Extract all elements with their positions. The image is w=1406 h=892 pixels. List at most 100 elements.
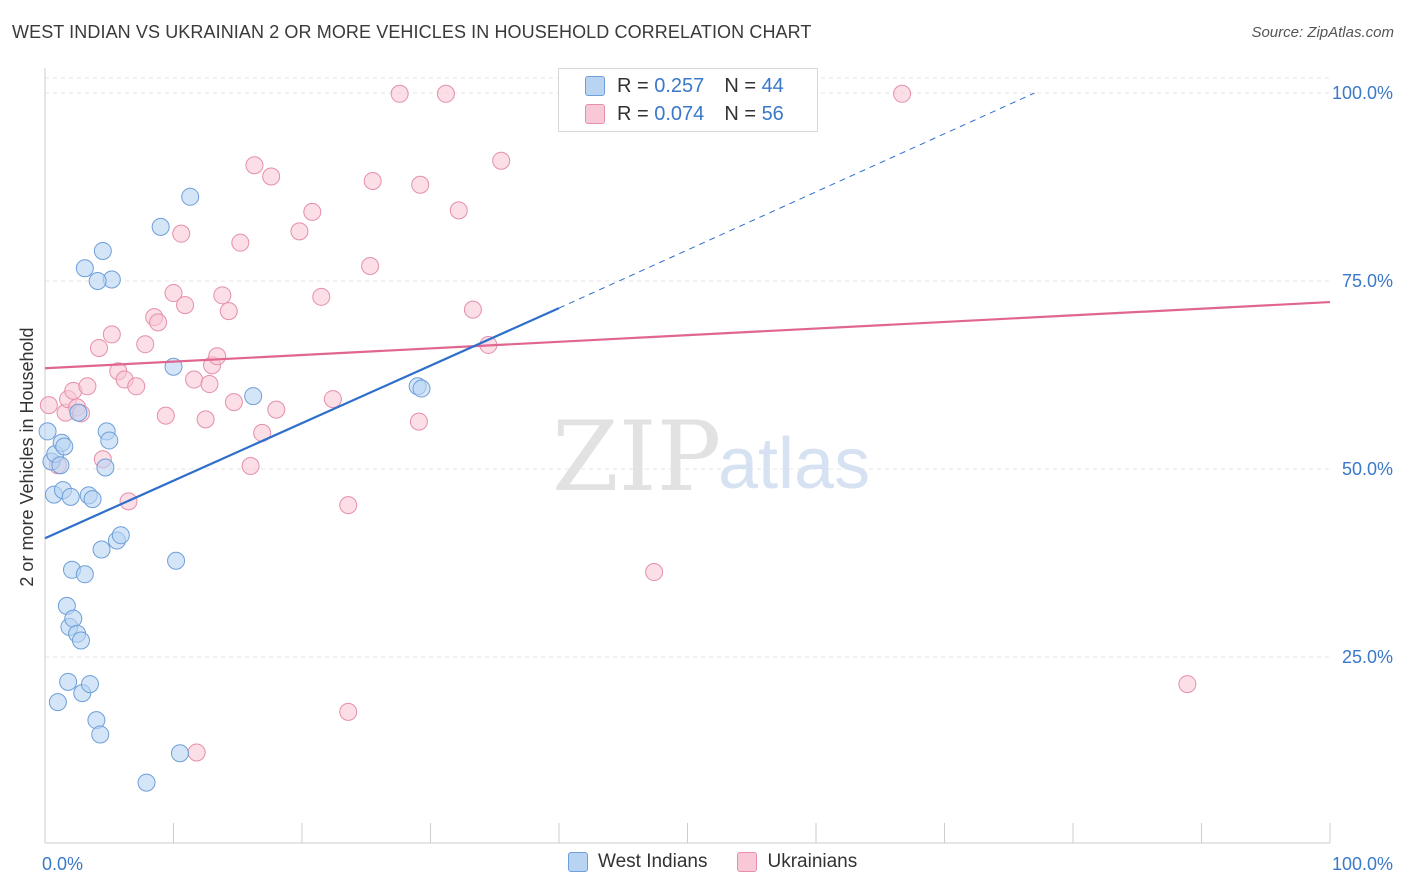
ukrainians-point [245, 156, 264, 175]
ukrainians-point [361, 256, 380, 275]
ukrainians-point [176, 296, 195, 315]
bottom-legend-west-indians: West Indians [568, 851, 707, 873]
ukrainians-point [411, 175, 430, 194]
ukrainians-point [339, 702, 358, 721]
y-tick-label: 25.0% [1342, 647, 1393, 667]
west-indians-point [48, 693, 67, 712]
ukrainians-point [645, 563, 664, 582]
watermark-zip: ZIP [552, 401, 721, 513]
ukrainians-point [463, 300, 482, 319]
y-tick-label: 100.0% [1332, 83, 1393, 103]
ukrainians-point [390, 84, 409, 103]
west-indians-point [91, 725, 110, 744]
west-indians-trend-extension [558, 92, 1035, 309]
legend-swatch-west-indians [585, 76, 605, 96]
west-indians-point [75, 565, 94, 584]
ukrainians-point [267, 400, 286, 419]
west-indians-point [51, 456, 70, 475]
west-indians-point [83, 490, 102, 509]
ukrainians-point [492, 151, 511, 170]
ukrainians-point [196, 410, 215, 429]
ukrainians-point [185, 370, 204, 389]
ukrainians-point [219, 302, 238, 321]
west-indians-point [96, 458, 115, 477]
west-indians-point [412, 379, 431, 398]
west-indians-trend-line [44, 307, 560, 540]
ukrainians-point [449, 201, 468, 220]
bottom-legend-ukrainians: Ukrainians [737, 851, 857, 873]
ukrainians-point [172, 224, 191, 243]
ukrainians-point [1178, 675, 1197, 694]
x-tick-label: 0.0% [42, 854, 83, 874]
west-indians-point [80, 675, 99, 694]
west-indians-point [61, 487, 80, 506]
ukrainians-point [208, 347, 227, 366]
ukrainians-point [893, 84, 912, 103]
ukrainians-point [164, 284, 183, 303]
west-indians-points [38, 187, 431, 792]
west-indians-point [137, 773, 156, 792]
west-indians-point [111, 526, 130, 545]
ukrainians-point [363, 172, 382, 191]
ukrainians-point [436, 84, 455, 103]
west-indians-point [88, 272, 107, 291]
gridlines [45, 77, 1330, 658]
ukrainians-point [102, 325, 121, 344]
ukrainians-point [200, 375, 219, 394]
west-indians-point [181, 187, 200, 206]
west-indians-point [244, 387, 263, 406]
west-indians-point [55, 437, 74, 456]
legend-row-west-indians: R = 0.257 N = 44 [585, 73, 784, 99]
west-indians-point [64, 609, 83, 628]
ukrainians-trend-line [44, 300, 1331, 370]
ukrainians-point [149, 313, 168, 332]
ukrainians-point [231, 233, 250, 252]
ukrainians-point [409, 412, 428, 431]
west-indians-point [100, 431, 119, 450]
ukrainians-point [89, 338, 108, 357]
ukrainians-point [136, 335, 155, 354]
trend-lines [44, 92, 1331, 540]
ukrainians-point [262, 167, 281, 186]
west-indians-point [69, 403, 88, 422]
ukrainians-point [323, 390, 342, 409]
west-indians-point [71, 631, 90, 650]
y-axis-label: 2 or more Vehicles in Household [17, 327, 37, 586]
west-indians-point [170, 744, 189, 763]
legend-r-label: R = [617, 74, 649, 97]
watermark-atlas: atlas [718, 424, 870, 504]
chart-title: WEST INDIAN VS UKRAINIAN 2 OR MORE VEHIC… [12, 22, 812, 42]
ukrainians-point [290, 222, 309, 241]
watermark: ZIP atlas [552, 401, 870, 513]
ukrainians-point [156, 406, 175, 425]
ukrainians-point [339, 496, 358, 515]
bottom-legend-label-ukrainians: Ukrainians [767, 851, 858, 872]
legend-n-value: 44 [761, 74, 784, 97]
legend-swatch-ukrainians [585, 104, 605, 124]
west-indians-point [75, 259, 94, 278]
bottom-legend: West Indians Ukrainians [568, 851, 887, 873]
ukrainians-point [241, 457, 260, 476]
ukrainians-point [187, 743, 206, 762]
legend-r-label: R = [617, 102, 649, 125]
ukrainians-point [224, 393, 243, 412]
west-indians-point [151, 217, 170, 236]
bottom-legend-swatch-ukrainians [737, 852, 758, 872]
ukrainians-point [312, 287, 331, 306]
y-tick-labels: 25.0% 50.0% 75.0% 100.0% [1332, 83, 1393, 667]
ukrainians-point [213, 286, 232, 305]
x-tick-labels: 0.0% 100.0% [42, 854, 1393, 874]
west-indians-point [92, 540, 111, 559]
bottom-legend-label-west-indians: West Indians [598, 851, 708, 872]
y-tick-label: 50.0% [1342, 459, 1393, 479]
ukrainians-point [127, 377, 146, 396]
ukrainians-point [303, 202, 322, 221]
legend: R = 0.257 N = 44 R = 0.074 N = 56 [558, 68, 818, 132]
source-label: Source: ZipAtlas.com [1251, 24, 1394, 41]
west-indians-point [59, 672, 78, 691]
legend-r-value: 0.257 [654, 74, 705, 97]
west-indians-point [38, 422, 57, 441]
legend-n-label: N = [724, 74, 756, 97]
legend-row-ukrainians: R = 0.074 N = 56 [585, 101, 784, 127]
